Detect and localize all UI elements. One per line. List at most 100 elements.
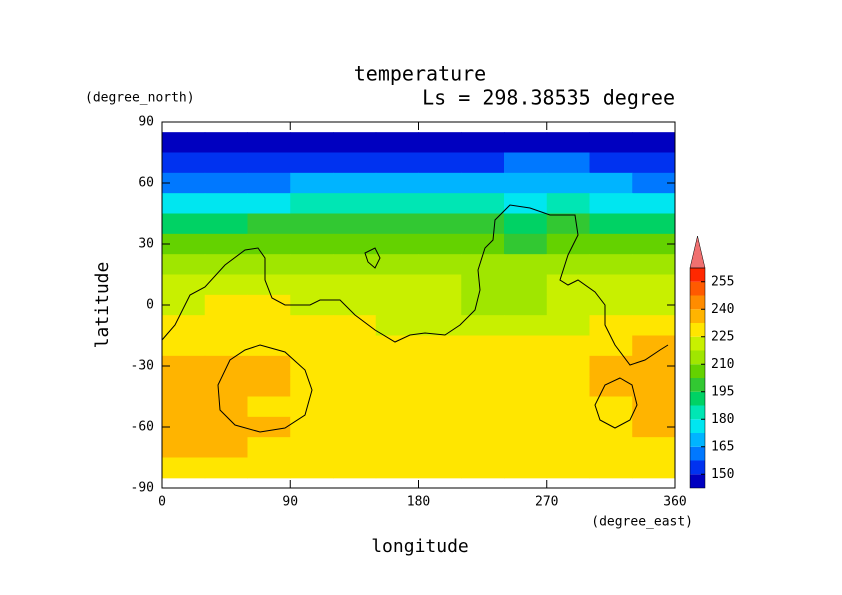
colorbar-tick-label: 255: [711, 274, 734, 289]
cell: [333, 416, 377, 438]
cell: [589, 416, 633, 438]
cell: [461, 335, 505, 357]
cell: [504, 437, 548, 458]
cell: [247, 396, 291, 418]
contour-lines: [161, 204, 669, 433]
cell: [418, 355, 462, 377]
cell: [418, 274, 462, 296]
cell: [418, 152, 462, 174]
cell: [632, 437, 676, 458]
cell: [589, 172, 633, 194]
y-tick-label: 0: [146, 298, 154, 313]
cell: [204, 416, 248, 438]
cell: [418, 193, 462, 214]
cell: [162, 376, 206, 397]
cell: [375, 294, 419, 316]
cell: [418, 416, 462, 438]
cell: [204, 233, 248, 255]
cell: [504, 254, 548, 275]
cell: [504, 172, 548, 194]
cell: [504, 376, 548, 397]
colorbar-band: [690, 419, 705, 433]
cell: [461, 376, 505, 397]
cell: [204, 172, 248, 194]
cell: [162, 315, 206, 336]
cell: [504, 335, 548, 357]
cell: [504, 193, 548, 214]
x-tick-label: 270: [535, 495, 558, 510]
cell: [589, 437, 633, 458]
cell: [375, 416, 419, 438]
y-tick-label: 60: [138, 176, 154, 191]
colorbar-extension: [689, 235, 706, 269]
cell: [375, 335, 419, 357]
cell: [162, 233, 206, 255]
cell: [589, 254, 633, 275]
contour-line: [161, 204, 669, 366]
cell: [333, 376, 377, 397]
cell: [290, 213, 334, 235]
cell: [546, 315, 590, 336]
cell: [333, 355, 377, 377]
cell: [589, 193, 633, 214]
colorbar-band: [690, 281, 705, 296]
cell: [546, 335, 590, 357]
x-tick-label: 90: [282, 495, 298, 510]
cell: [333, 254, 377, 275]
cell: [162, 254, 206, 275]
cell: [247, 416, 291, 438]
cell: [247, 376, 291, 397]
y-units: (degree_north): [85, 91, 195, 106]
cell: [333, 335, 377, 357]
colorbar-band: [690, 364, 705, 378]
cell: [418, 172, 462, 194]
cell: [418, 233, 462, 255]
cell: [375, 315, 419, 336]
cell: [333, 233, 377, 255]
cell: [461, 315, 505, 336]
cell: [461, 254, 505, 275]
colorbar-band: [690, 391, 705, 406]
cell: [290, 274, 334, 296]
x-tick-label: 0: [158, 495, 166, 510]
cell: [204, 335, 248, 357]
cell: [162, 213, 206, 235]
cell: [504, 213, 548, 235]
cell: [461, 437, 505, 458]
cell: [333, 213, 377, 235]
cell: [632, 315, 676, 336]
cell: [375, 274, 419, 296]
colorbar-tick-label: 225: [711, 329, 734, 344]
cell: [162, 152, 206, 174]
cell: [375, 233, 419, 255]
cell: [546, 376, 590, 397]
cell: [546, 294, 590, 316]
contour-line: [217, 344, 313, 433]
cell: [546, 416, 590, 438]
cell: [290, 437, 334, 458]
cell: [247, 254, 291, 275]
y-tick-label: -30: [131, 359, 154, 374]
cell: [247, 437, 291, 458]
cell: [461, 233, 505, 255]
cell: [375, 355, 419, 377]
colorbar-band: [690, 309, 705, 323]
cell: [632, 152, 676, 174]
cell: [162, 193, 206, 214]
cell: [504, 274, 548, 296]
cell: [204, 315, 248, 336]
cell: [290, 193, 334, 214]
cell: [247, 152, 291, 174]
x-tick-label: 180: [407, 495, 430, 510]
cell: [162, 457, 206, 479]
cell: [589, 213, 633, 235]
cell: [247, 132, 291, 153]
cell: [333, 152, 377, 174]
chart-subtitle: Ls = 298.38535 degree: [422, 86, 675, 110]
cell: [247, 193, 291, 214]
cell: [418, 213, 462, 235]
cell: [504, 294, 548, 316]
cell: [290, 457, 334, 479]
colorbar-tick-label: 150: [711, 467, 734, 482]
cell: [546, 457, 590, 479]
